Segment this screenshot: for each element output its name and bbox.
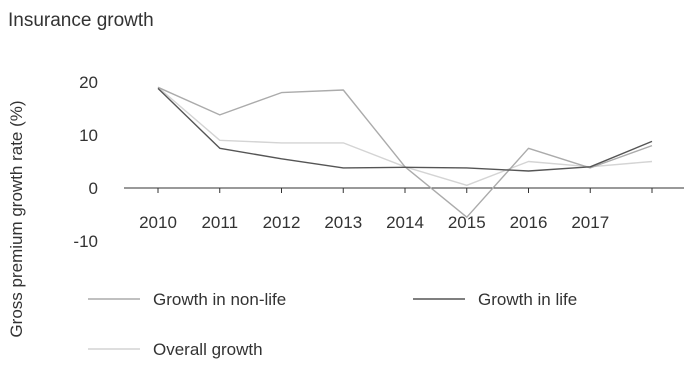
y-axis-title: Gross premium growth rate (%) [7,100,26,337]
series-line [157,87,653,172]
series-lines [157,86,653,218]
x-tick-label: 2014 [386,213,424,232]
y-tick-labels: 20 10 0 -10 [73,73,98,251]
legend: Growth in non-life Growth in life Overall … [88,290,577,359]
x-tick-marks [157,188,653,193]
x-tick-label: 2011 [201,213,238,232]
x-tick-label: 2013 [324,213,362,232]
y-tick-label: 20 [79,73,98,92]
x-tick-label: 2016 [510,213,548,232]
x-tick-labels: 2010 2011 2012 2013 2014 2015 2016 2017 [139,213,609,232]
legend-label: Growth in life [478,290,577,309]
x-tick-label: 2017 [571,213,609,232]
y-tick-label: 10 [79,126,98,145]
legend-label: Growth in non-life [153,290,286,309]
series-line [157,86,653,187]
x-tick-label: 2012 [263,213,301,232]
x-tick-label: 2010 [139,213,177,232]
y-tick-label: -10 [73,232,98,251]
legend-label: Overall growth [153,340,263,359]
y-tick-label: 0 [89,179,98,198]
x-tick-label: 2015 [448,213,486,232]
series-line [157,86,653,218]
chart-title: Insurance growth [8,10,154,31]
